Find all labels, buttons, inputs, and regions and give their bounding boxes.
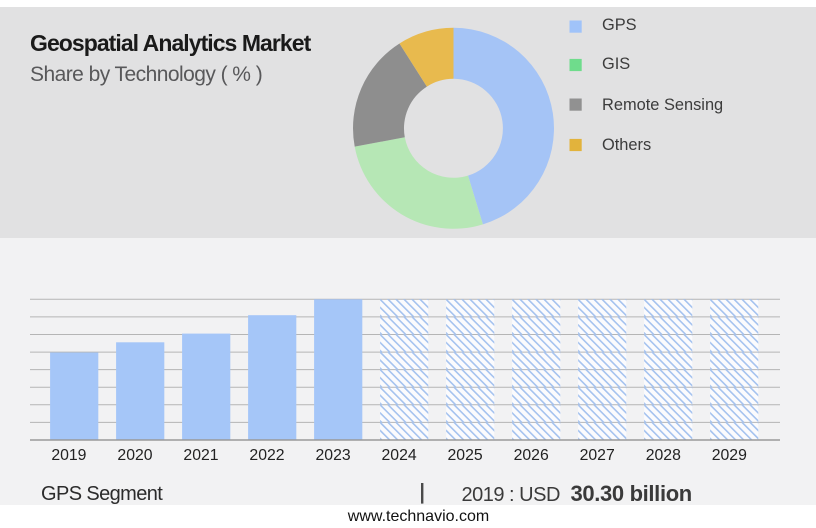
svg-text:2020: 2020	[117, 447, 152, 464]
svg-text:2027: 2027	[580, 447, 615, 464]
svg-text:2025: 2025	[448, 447, 483, 464]
svg-text:2021: 2021	[183, 447, 218, 464]
svg-text:2026: 2026	[514, 447, 549, 464]
svg-text:Others: Others	[602, 136, 651, 154]
svg-text:2019 : USD: 2019 : USD	[462, 484, 560, 506]
svg-text:2029: 2029	[712, 447, 747, 464]
svg-text:2024: 2024	[382, 447, 417, 464]
svg-text:30.30 billion: 30.30 billion	[571, 481, 692, 506]
svg-text:Share by Technology ( % ): Share by Technology ( % )	[30, 63, 262, 86]
svg-text:Remote Sensing: Remote Sensing	[602, 96, 723, 114]
svg-text:2019: 2019	[51, 447, 86, 464]
svg-text:GIS: GIS	[602, 55, 630, 73]
svg-text:Geospatial Analytics Market: Geospatial Analytics Market	[30, 30, 312, 56]
svg-text:GPS: GPS	[602, 16, 637, 34]
svg-text:www.technavio.com: www.technavio.com	[347, 508, 489, 525]
svg-text:2022: 2022	[249, 447, 284, 464]
svg-text:GPS Segment: GPS Segment	[41, 483, 163, 505]
svg-text:2028: 2028	[646, 447, 681, 464]
svg-text:2023: 2023	[316, 447, 351, 464]
